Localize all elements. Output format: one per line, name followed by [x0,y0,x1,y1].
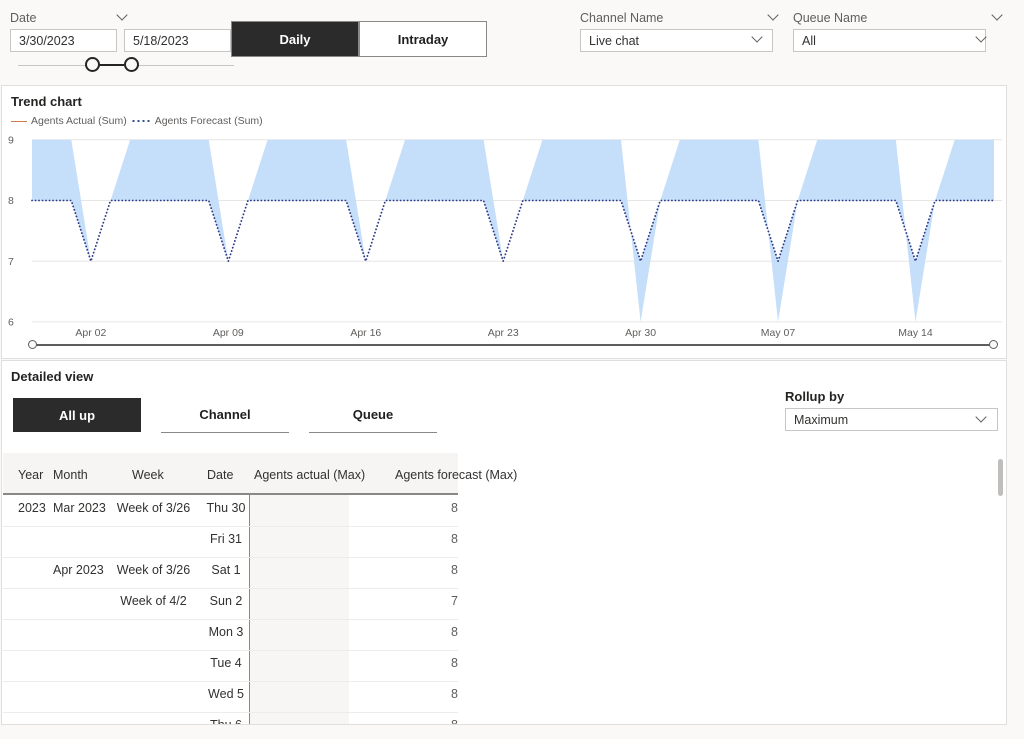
svg-text:6: 6 [8,317,14,329]
svg-text:9: 9 [8,135,14,147]
svg-text:8: 8 [8,195,14,207]
svg-text:7: 7 [8,256,14,268]
svg-text:Apr 16: Apr 16 [350,327,381,339]
svg-text:May 07: May 07 [761,327,796,339]
svg-text:May 14: May 14 [898,327,933,339]
svg-text:Apr 23: Apr 23 [488,327,519,339]
svg-text:Apr 30: Apr 30 [625,327,656,339]
svg-text:Apr 09: Apr 09 [213,327,244,339]
svg-text:Apr 02: Apr 02 [75,327,106,339]
